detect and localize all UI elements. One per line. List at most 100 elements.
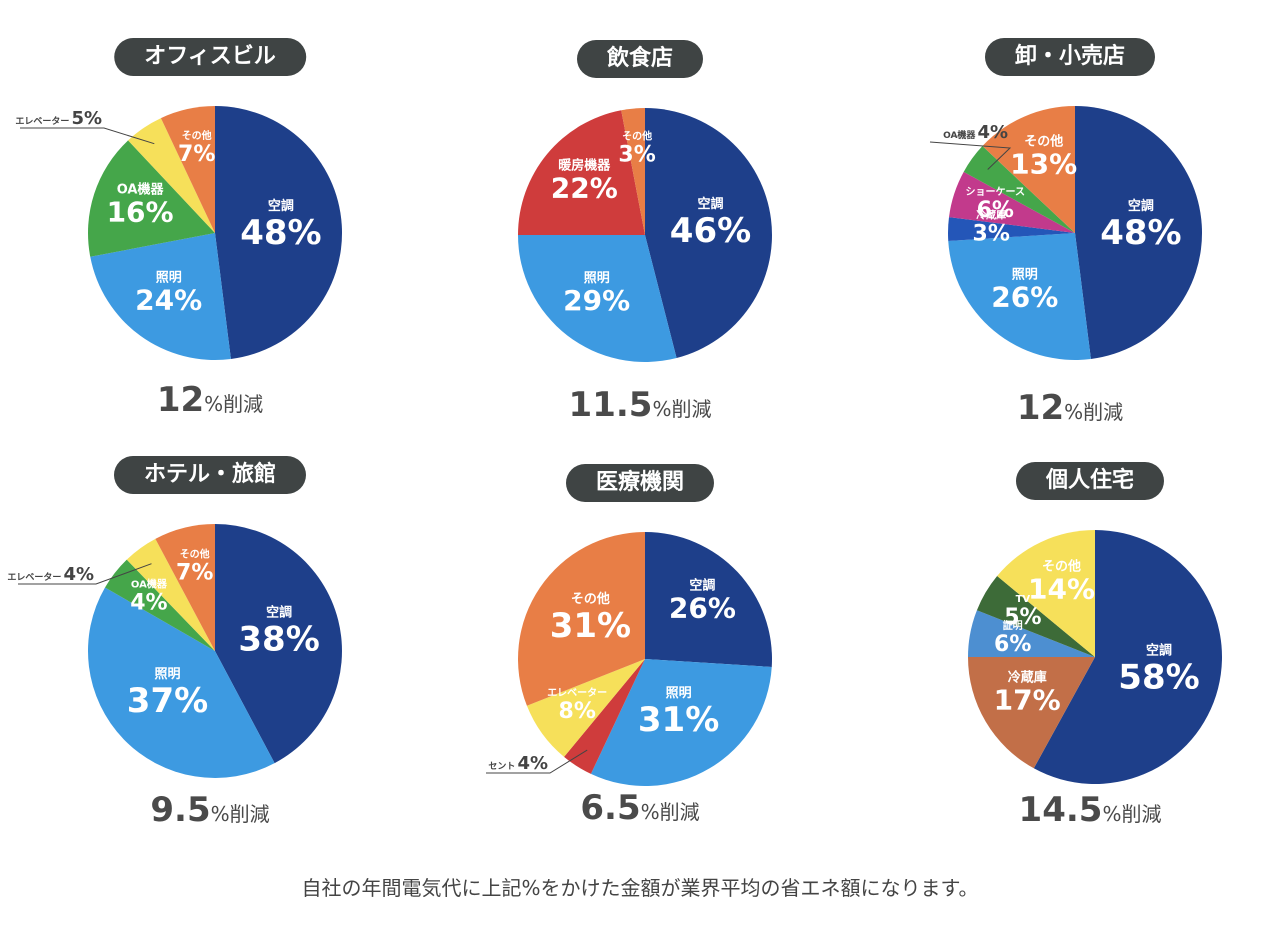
- slice-label: 暖房機器: [558, 157, 611, 173]
- slice-value-label: 16%: [107, 195, 174, 228]
- slice-value-label: 31%: [550, 606, 631, 646]
- slice-value-label: 4%: [130, 590, 167, 615]
- pie-slice: [968, 610, 1095, 657]
- slice-value-label: 31%: [638, 700, 719, 740]
- reduction-label: 12%削減: [860, 388, 1280, 428]
- chart-wholesale-retail: 卸・小売店 空調 48% 照明 26% 冷蔵庫 3% ショーケース 6% OA機器 4% その他 13…: [860, 38, 1280, 478]
- pie-slice: [645, 108, 772, 359]
- slice-label: 照明: [156, 270, 182, 285]
- reduction-unit: %削減: [204, 392, 264, 416]
- reduction-value: 9.5: [150, 790, 211, 830]
- slice-value-label: 7%: [176, 561, 213, 586]
- slice-label: OA機器 4%: [943, 122, 1008, 143]
- chart-title: ホテル・旅館: [113, 456, 307, 494]
- reduction-unit: %削減: [652, 397, 712, 421]
- slice-value-label: 14%: [1028, 572, 1095, 605]
- reduction-value: 6.5: [580, 788, 641, 828]
- pie-slice: [87, 140, 215, 257]
- slice-value-label: 37%: [127, 681, 208, 721]
- chart-hotel-ryokan: ホテル・旅館 空調 38% 照明 37% OA機器 4% エレベーター 4% その他 7% 9.5…: [0, 456, 420, 896]
- pie-slice: [1033, 530, 1223, 784]
- slice-label: エレベーター: [547, 687, 607, 699]
- pie-slice: [160, 106, 215, 233]
- pie-slice: [87, 587, 275, 778]
- leader-line: [486, 749, 588, 774]
- leader-line: [18, 563, 152, 585]
- pie-slice: [215, 524, 342, 764]
- reduction-unit: %削減: [1064, 400, 1124, 424]
- reduction-value: 12: [1016, 388, 1065, 428]
- pie-slice: [997, 530, 1095, 657]
- slice-label: その他: [180, 548, 210, 561]
- slice-value-label: 6%: [994, 632, 1031, 657]
- reduction-label: 11.5%削減: [430, 385, 850, 425]
- leader-line: [20, 127, 155, 145]
- slice-label: 空調: [1146, 643, 1172, 659]
- chart-title: オフィスビル: [114, 38, 306, 76]
- chart-title: 医療機関: [565, 464, 715, 502]
- pie-slice: [518, 532, 645, 706]
- reduction-unit: %削減: [210, 802, 270, 826]
- slice-label: その他: [182, 129, 212, 142]
- slice-label: 空調: [1128, 198, 1154, 214]
- slice-label: 照明: [154, 667, 180, 682]
- slice-value-label: 5%: [1004, 605, 1041, 630]
- slice-label: 空調: [268, 198, 294, 214]
- slice-label: OA機器: [131, 577, 168, 590]
- pie-slice: [621, 108, 645, 235]
- pie-slice: [128, 118, 215, 233]
- slice-value-label: 29%: [563, 284, 630, 317]
- chart-title: 個人住宅: [1015, 462, 1165, 500]
- slice-value-label: 8%: [559, 699, 596, 724]
- slice-label: その他: [571, 591, 610, 607]
- slice-label: 証明: [1003, 619, 1023, 632]
- reduction-value: 11.5: [568, 385, 653, 425]
- pie-slice: [90, 233, 231, 361]
- slice-label: 冷蔵庫: [976, 208, 1006, 221]
- pie-slice: [105, 559, 215, 651]
- slice-label: その他: [1024, 133, 1063, 149]
- slice-label: 照明: [584, 271, 610, 286]
- slice-label: 照明: [1012, 267, 1038, 282]
- chart-title: 卸・小売店: [984, 38, 1156, 76]
- slice-label: 照明: [666, 686, 692, 701]
- slice-value-label: 7%: [178, 142, 215, 167]
- slice-value-label: 24%: [135, 283, 202, 316]
- slice-label: その他: [1042, 558, 1081, 574]
- pie-slice: [126, 538, 215, 651]
- slice-value-label: 48%: [1100, 213, 1181, 253]
- slice-value-label: 13%: [1010, 147, 1077, 180]
- pie-slice: [976, 576, 1095, 657]
- reduction-label: 12%削減: [0, 380, 420, 420]
- slice-label: TV: [1016, 594, 1031, 605]
- pie-slice: [947, 217, 1075, 241]
- slice-value-label: 3%: [618, 143, 655, 168]
- slice-value-label: 3%: [973, 221, 1010, 246]
- reduction-unit: %削減: [640, 800, 700, 824]
- reduction-label: 9.5%削減: [0, 790, 420, 830]
- chart-title: 飲食店: [576, 40, 704, 78]
- slice-value-label: 17%: [994, 684, 1061, 717]
- pie-slice: [968, 657, 1095, 769]
- pie-slice: [1075, 106, 1203, 359]
- slice-label: セント 4%: [488, 753, 548, 774]
- slice-value-label: 38%: [238, 619, 319, 659]
- pie-slice: [518, 235, 677, 362]
- pie-slice: [949, 171, 1075, 233]
- pie-slice: [215, 106, 343, 359]
- slice-label: 空調: [266, 604, 292, 620]
- footer-note: 自社の年間電気代に上記%をかけた金額が業界平均の省エネ額になります。: [301, 876, 979, 900]
- chart-restaurant: 飲食店 空調 46% 照明 29% 暖房機器 22% その他 3% 11.5%削減: [430, 40, 850, 480]
- slice-value-label: 22%: [551, 171, 618, 204]
- slice-label: 空調: [689, 578, 715, 594]
- slice-label: その他: [622, 130, 652, 143]
- reduction-label: 14.5%削減: [880, 790, 1280, 830]
- pie-slice: [526, 659, 645, 757]
- slice-label: ショーケース: [966, 186, 1026, 198]
- slice-value-label: 46%: [670, 211, 751, 251]
